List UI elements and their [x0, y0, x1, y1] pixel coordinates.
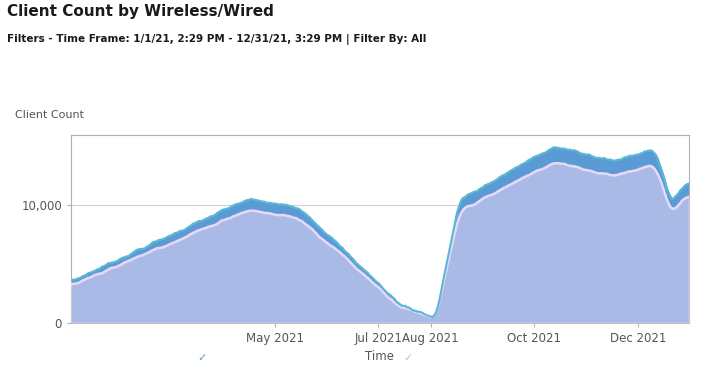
- Text: ✓: ✓: [197, 353, 207, 363]
- X-axis label: Time: Time: [366, 350, 394, 363]
- Text: Client Count: Client Count: [16, 110, 84, 120]
- Text: ✓: ✓: [403, 353, 413, 363]
- Text: Filters - Time Frame: 1/1/21, 2:29 PM - 12/31/21, 3:29 PM | Filter By: All: Filters - Time Frame: 1/1/21, 2:29 PM - …: [7, 34, 427, 45]
- Text: Client Count by Wireless/Wired: Client Count by Wireless/Wired: [7, 4, 274, 19]
